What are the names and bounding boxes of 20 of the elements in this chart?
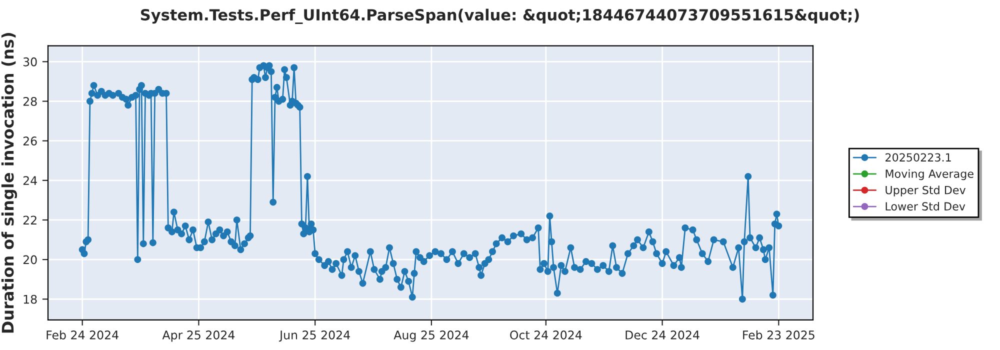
y-axis-title: Duration of single invocation (ns)	[1, 33, 18, 333]
x-tick-label: Dec 24 2024	[626, 330, 700, 340]
y-tick-label: 26	[23, 136, 37, 146]
x-tick-label: Apr 25 2024	[162, 330, 235, 342]
legend-label: Upper Std Dev	[886, 186, 966, 196]
x-tick-label: Oct 24 2024	[510, 330, 582, 340]
y-tick-label: 18	[24, 294, 37, 304]
legend-label: 20250223.1	[886, 153, 951, 162]
y-tick-label: 22	[23, 216, 36, 224]
legend-label: Lower Std Dev	[886, 202, 966, 211]
x-tick-label: Feb 24 2024	[46, 330, 118, 340]
x-tick-label: Feb 23 2025	[743, 330, 814, 340]
y-tick-label: 30	[23, 57, 37, 66]
y-tick-label: 20	[23, 255, 37, 264]
x-tick-label: Aug 25 2024	[394, 330, 469, 342]
y-tick-label: 28	[23, 96, 37, 106]
legend-label: Moving Average	[886, 169, 974, 180]
y-tick-label: 24	[23, 176, 37, 185]
chart-title: System.Tests.Perf_UInt64.ParseSpan(value: &quot;18446744073709551615&quot;)	[140, 8, 859, 24]
x-tick-label: Jun 25 2024	[278, 330, 350, 342]
